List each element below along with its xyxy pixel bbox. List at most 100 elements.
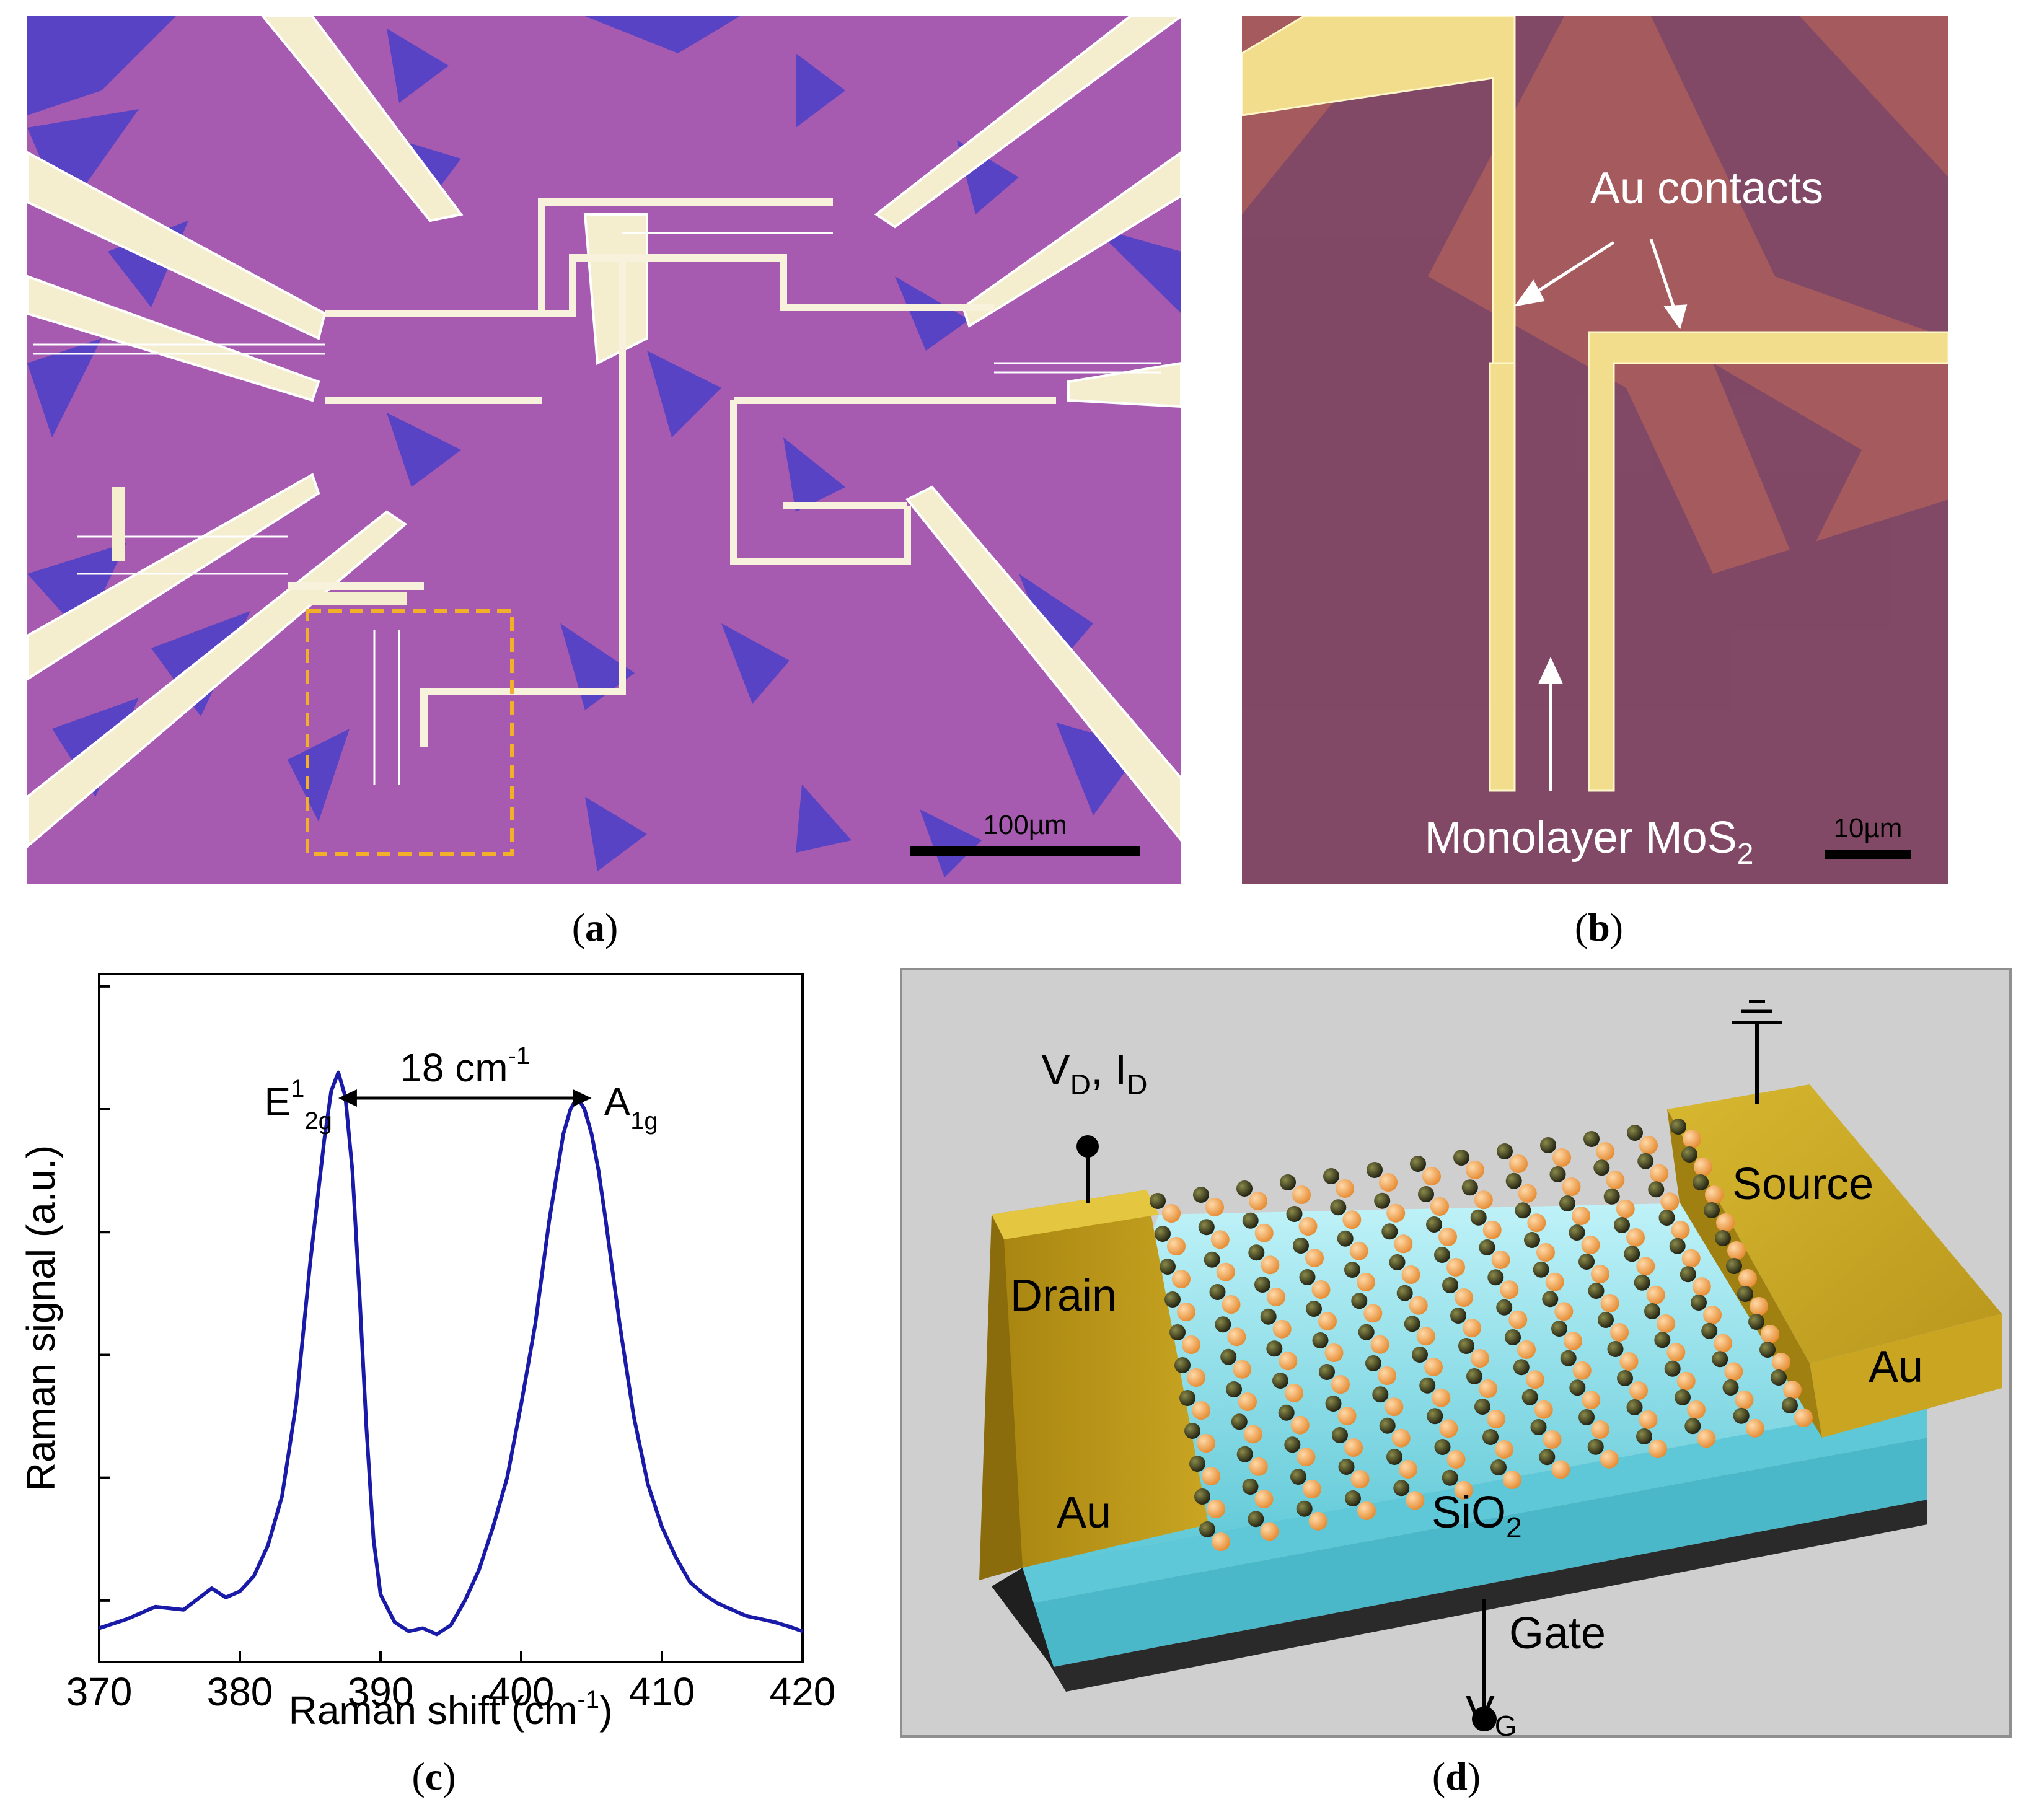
substrate-background (27, 16, 1181, 884)
s-atom (1624, 1246, 1640, 1262)
s-atom (1722, 1379, 1739, 1396)
s-atom (1551, 1321, 1567, 1337)
mo-atom (1714, 1334, 1733, 1353)
mo-atom (1254, 1223, 1274, 1242)
mo-atom (1311, 1280, 1331, 1299)
mo-atom (1503, 1471, 1521, 1489)
s-atom (1330, 1199, 1347, 1216)
s-atom (1393, 1480, 1410, 1497)
s-atom (1607, 1341, 1624, 1357)
mo-atom (1446, 1258, 1465, 1277)
s-atom (1344, 1262, 1360, 1278)
s-atom (1470, 1209, 1487, 1226)
mo-atom (1646, 1285, 1665, 1304)
s-atom (1386, 1449, 1402, 1465)
mo-atom (1177, 1303, 1195, 1321)
mo-atom (1439, 1419, 1458, 1438)
label-sio2: SiO2 (1432, 1488, 1522, 1544)
mo-atom (1357, 1501, 1376, 1520)
gate-terminal-dot (1472, 1707, 1497, 1731)
peak-separation-label: 18 cm-1 (400, 1042, 530, 1090)
s-atom (1569, 1379, 1586, 1396)
mo-atom (1167, 1237, 1186, 1255)
caption-a: (a) (571, 905, 619, 949)
mo-atom (1424, 1358, 1443, 1376)
s-atom (1236, 1180, 1253, 1197)
mo-atom (1500, 1280, 1519, 1299)
mo-atom (1463, 1319, 1481, 1337)
mo-atom (1422, 1167, 1441, 1185)
s-atom (1367, 1162, 1383, 1178)
s-atom (1220, 1348, 1237, 1365)
source-electrode-front (1810, 1314, 2002, 1438)
s-atom (1174, 1357, 1191, 1373)
mo-atom (1172, 1270, 1191, 1288)
mo-atom (1474, 1190, 1493, 1210)
s-atom (1540, 1137, 1556, 1153)
s-atom (1461, 1179, 1478, 1196)
s-atom (1733, 1407, 1750, 1424)
mo-atom (1350, 1470, 1370, 1488)
s-atom (1669, 1238, 1686, 1254)
caption-b: (b) (1574, 905, 1624, 949)
mo-atom (1572, 1361, 1592, 1380)
s-atom (1296, 1500, 1313, 1517)
s-atom (1593, 1159, 1610, 1176)
mo-atom (1430, 1197, 1449, 1216)
s-atom (1569, 1224, 1585, 1241)
s-atom (1325, 1396, 1342, 1412)
mo-atom (1772, 1353, 1790, 1371)
s-atom (1466, 1368, 1482, 1384)
mo-atom (1249, 1457, 1268, 1476)
mo-atom (1600, 1294, 1619, 1312)
mos2-atomic-lattice (1150, 1119, 1813, 1551)
s-atom (1614, 1217, 1630, 1233)
mo-atom (1401, 1265, 1420, 1284)
s-atom (1319, 1364, 1335, 1380)
mo-atom (1205, 1198, 1224, 1216)
mo-atom (1298, 1217, 1318, 1236)
annotation-au-contacts: Au contacts (1590, 164, 1823, 213)
x-axis-label: Raman shift (cm-1) (289, 1686, 613, 1733)
mo-atom (1216, 1262, 1235, 1281)
x-axis-tick-labels: 370 380 390 400 410 420 (66, 1669, 836, 1714)
mo-atom (1454, 1480, 1473, 1500)
mo-atom (1337, 1407, 1357, 1425)
mo-atom (1267, 1288, 1285, 1306)
mo-atom (1596, 1142, 1614, 1161)
mo-atom (1303, 1480, 1321, 1498)
s-atom (1634, 1274, 1650, 1291)
mo-atom (1649, 1440, 1667, 1458)
s-atom (1290, 1469, 1306, 1485)
s-atom (1654, 1332, 1671, 1348)
mo-atom (1202, 1467, 1220, 1485)
s-atom (1155, 1226, 1171, 1242)
mo-atom (1210, 1230, 1230, 1249)
s-atom (1782, 1397, 1798, 1413)
peak-separation-arrowhead-right (573, 1089, 592, 1107)
s-atom (1617, 1370, 1633, 1386)
s-atom (1365, 1355, 1381, 1371)
s-atom (1603, 1188, 1620, 1205)
mo-atom (1308, 1511, 1327, 1531)
s-atom (1242, 1212, 1259, 1229)
mo-atom (1399, 1460, 1417, 1479)
s-atom (1189, 1456, 1205, 1472)
mo-atom (1639, 1410, 1658, 1429)
s-atom (1280, 1174, 1296, 1190)
mo-atom (1692, 1277, 1711, 1296)
x-tick-label: 420 (770, 1669, 836, 1714)
mo-atom (1212, 1532, 1230, 1551)
s-atom (1260, 1308, 1277, 1325)
mo-atom (1162, 1204, 1181, 1223)
oxide-front-lower (1023, 1438, 1927, 1667)
oxide-front-upper (1023, 1400, 1927, 1605)
mo-atom (1272, 1319, 1292, 1339)
s-atom (1521, 1389, 1538, 1405)
s-atom (1505, 1172, 1522, 1189)
peak-a1g-label: A1g (604, 1079, 658, 1135)
mo-atom (1233, 1360, 1252, 1379)
s-atom (1588, 1283, 1605, 1299)
mo-atom (1438, 1228, 1457, 1246)
s-atom (1332, 1427, 1348, 1443)
